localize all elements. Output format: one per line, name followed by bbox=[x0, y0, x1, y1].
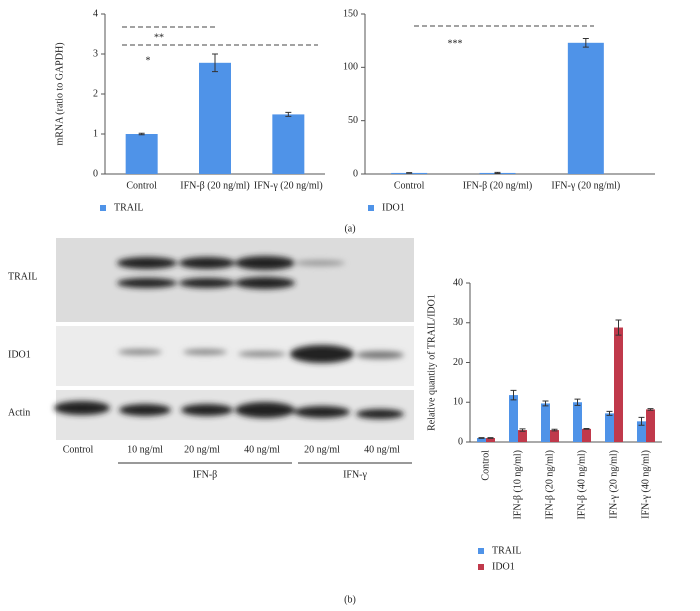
error-bar bbox=[519, 428, 526, 432]
error-bar bbox=[487, 437, 494, 439]
panel-label: (b) bbox=[344, 594, 356, 605]
bar bbox=[582, 428, 591, 442]
bar bbox=[646, 409, 655, 442]
group-label: IFN-β bbox=[193, 469, 218, 480]
y-tick-label: 1 bbox=[93, 128, 98, 139]
x-tick-label: IFN-β (20 ng/ml) bbox=[463, 180, 533, 191]
y-tick-label: 0 bbox=[458, 436, 463, 447]
group-label: IFN-γ bbox=[343, 469, 367, 480]
legend-swatch bbox=[478, 548, 484, 554]
error-bar bbox=[583, 427, 590, 430]
bar bbox=[614, 327, 623, 442]
error-bar bbox=[615, 319, 622, 336]
bar bbox=[509, 395, 518, 442]
y-tick-label: 30 bbox=[453, 317, 463, 328]
y-tick-label: 50 bbox=[348, 115, 358, 126]
lane-label: 20 ng/ml bbox=[304, 444, 340, 455]
blot bbox=[54, 238, 414, 464]
error-bar bbox=[510, 389, 517, 401]
error-bar bbox=[285, 111, 292, 117]
y-tick-label: 2 bbox=[93, 88, 98, 99]
legend-label: IDO1 bbox=[492, 561, 515, 572]
annotation: ** bbox=[154, 32, 164, 43]
bar bbox=[199, 62, 231, 174]
annotation: *** bbox=[448, 38, 463, 49]
legend-swatch bbox=[368, 205, 374, 211]
x-tick-label: Control bbox=[126, 180, 157, 191]
x-tick-label: IFN-γ (20 ng/ml) bbox=[551, 180, 620, 191]
bar bbox=[573, 402, 582, 442]
lane-label: 10 ng/ml bbox=[127, 444, 163, 455]
y-tick-label: 0 bbox=[93, 168, 98, 179]
lane-label: 20 ng/ml bbox=[184, 444, 220, 455]
y-tick-label: 20 bbox=[453, 357, 463, 368]
bar bbox=[272, 114, 305, 174]
error-bar bbox=[138, 132, 145, 136]
legend-label: IDO1 bbox=[382, 202, 405, 213]
y-tick-label: 4 bbox=[93, 8, 98, 19]
x-tick-label: IFN-β (20 ng/ml) bbox=[180, 180, 250, 191]
x-tick-label: IFN-β (20 ng/ml) bbox=[544, 450, 555, 520]
error-bar bbox=[647, 408, 654, 411]
legend-swatch bbox=[478, 564, 484, 570]
x-tick-label: IFN-γ (20 ng/ml) bbox=[608, 450, 619, 519]
blot-row-label: IDO1 bbox=[8, 349, 31, 360]
legend-label: TRAIL bbox=[114, 202, 143, 213]
y-axis-label: mRNA (ratio to GAPDH) bbox=[54, 42, 65, 145]
x-tick-label: IFN-γ (20 ng/ml) bbox=[254, 180, 323, 191]
blot-row-label: TRAIL bbox=[8, 271, 37, 282]
y-axis-label: Relative quantity of TRAIL/IDO1 bbox=[426, 294, 437, 431]
error-bar bbox=[494, 171, 501, 174]
bar bbox=[541, 403, 550, 442]
y-tick-label: 100 bbox=[343, 62, 358, 73]
bar bbox=[550, 430, 559, 442]
y-tick-label: 10 bbox=[453, 397, 463, 408]
panel-label: (a) bbox=[344, 223, 355, 234]
legend-swatch bbox=[100, 205, 106, 211]
legend-label: TRAIL bbox=[492, 545, 521, 556]
error-bar bbox=[551, 428, 558, 432]
error-bar bbox=[542, 400, 549, 407]
bar bbox=[486, 438, 495, 442]
y-tick-label: 3 bbox=[93, 48, 98, 59]
lane-label: Control bbox=[63, 444, 94, 455]
x-tick-label: IFN-β (40 ng/ml) bbox=[576, 450, 587, 520]
blot-row-label: Actin bbox=[8, 407, 30, 418]
error-bar bbox=[478, 437, 485, 439]
x-tick-label: Control bbox=[480, 450, 491, 481]
error-bar bbox=[638, 416, 645, 426]
x-tick-label: IFN-γ (40 ng/ml) bbox=[640, 450, 651, 519]
y-tick-label: 0 bbox=[353, 168, 358, 179]
y-tick-label: 40 bbox=[453, 277, 463, 288]
x-tick-label: IFN-β (10 ng/ml) bbox=[512, 450, 523, 520]
lane-label: 40 ng/ml bbox=[244, 444, 280, 455]
lane-label: 40 ng/ml bbox=[364, 444, 400, 455]
error-bar bbox=[212, 53, 218, 73]
error-bar bbox=[582, 38, 589, 48]
error-bar bbox=[606, 410, 613, 416]
bar bbox=[477, 438, 486, 442]
error-bar bbox=[574, 398, 581, 406]
y-tick-label: 150 bbox=[343, 8, 358, 19]
annotation: * bbox=[146, 55, 151, 66]
bar bbox=[518, 430, 527, 442]
x-tick-label: Control bbox=[394, 180, 425, 191]
bar bbox=[637, 421, 646, 442]
bar bbox=[605, 413, 614, 442]
bar bbox=[125, 134, 158, 174]
bar bbox=[567, 42, 604, 174]
error-bar bbox=[406, 172, 413, 174]
